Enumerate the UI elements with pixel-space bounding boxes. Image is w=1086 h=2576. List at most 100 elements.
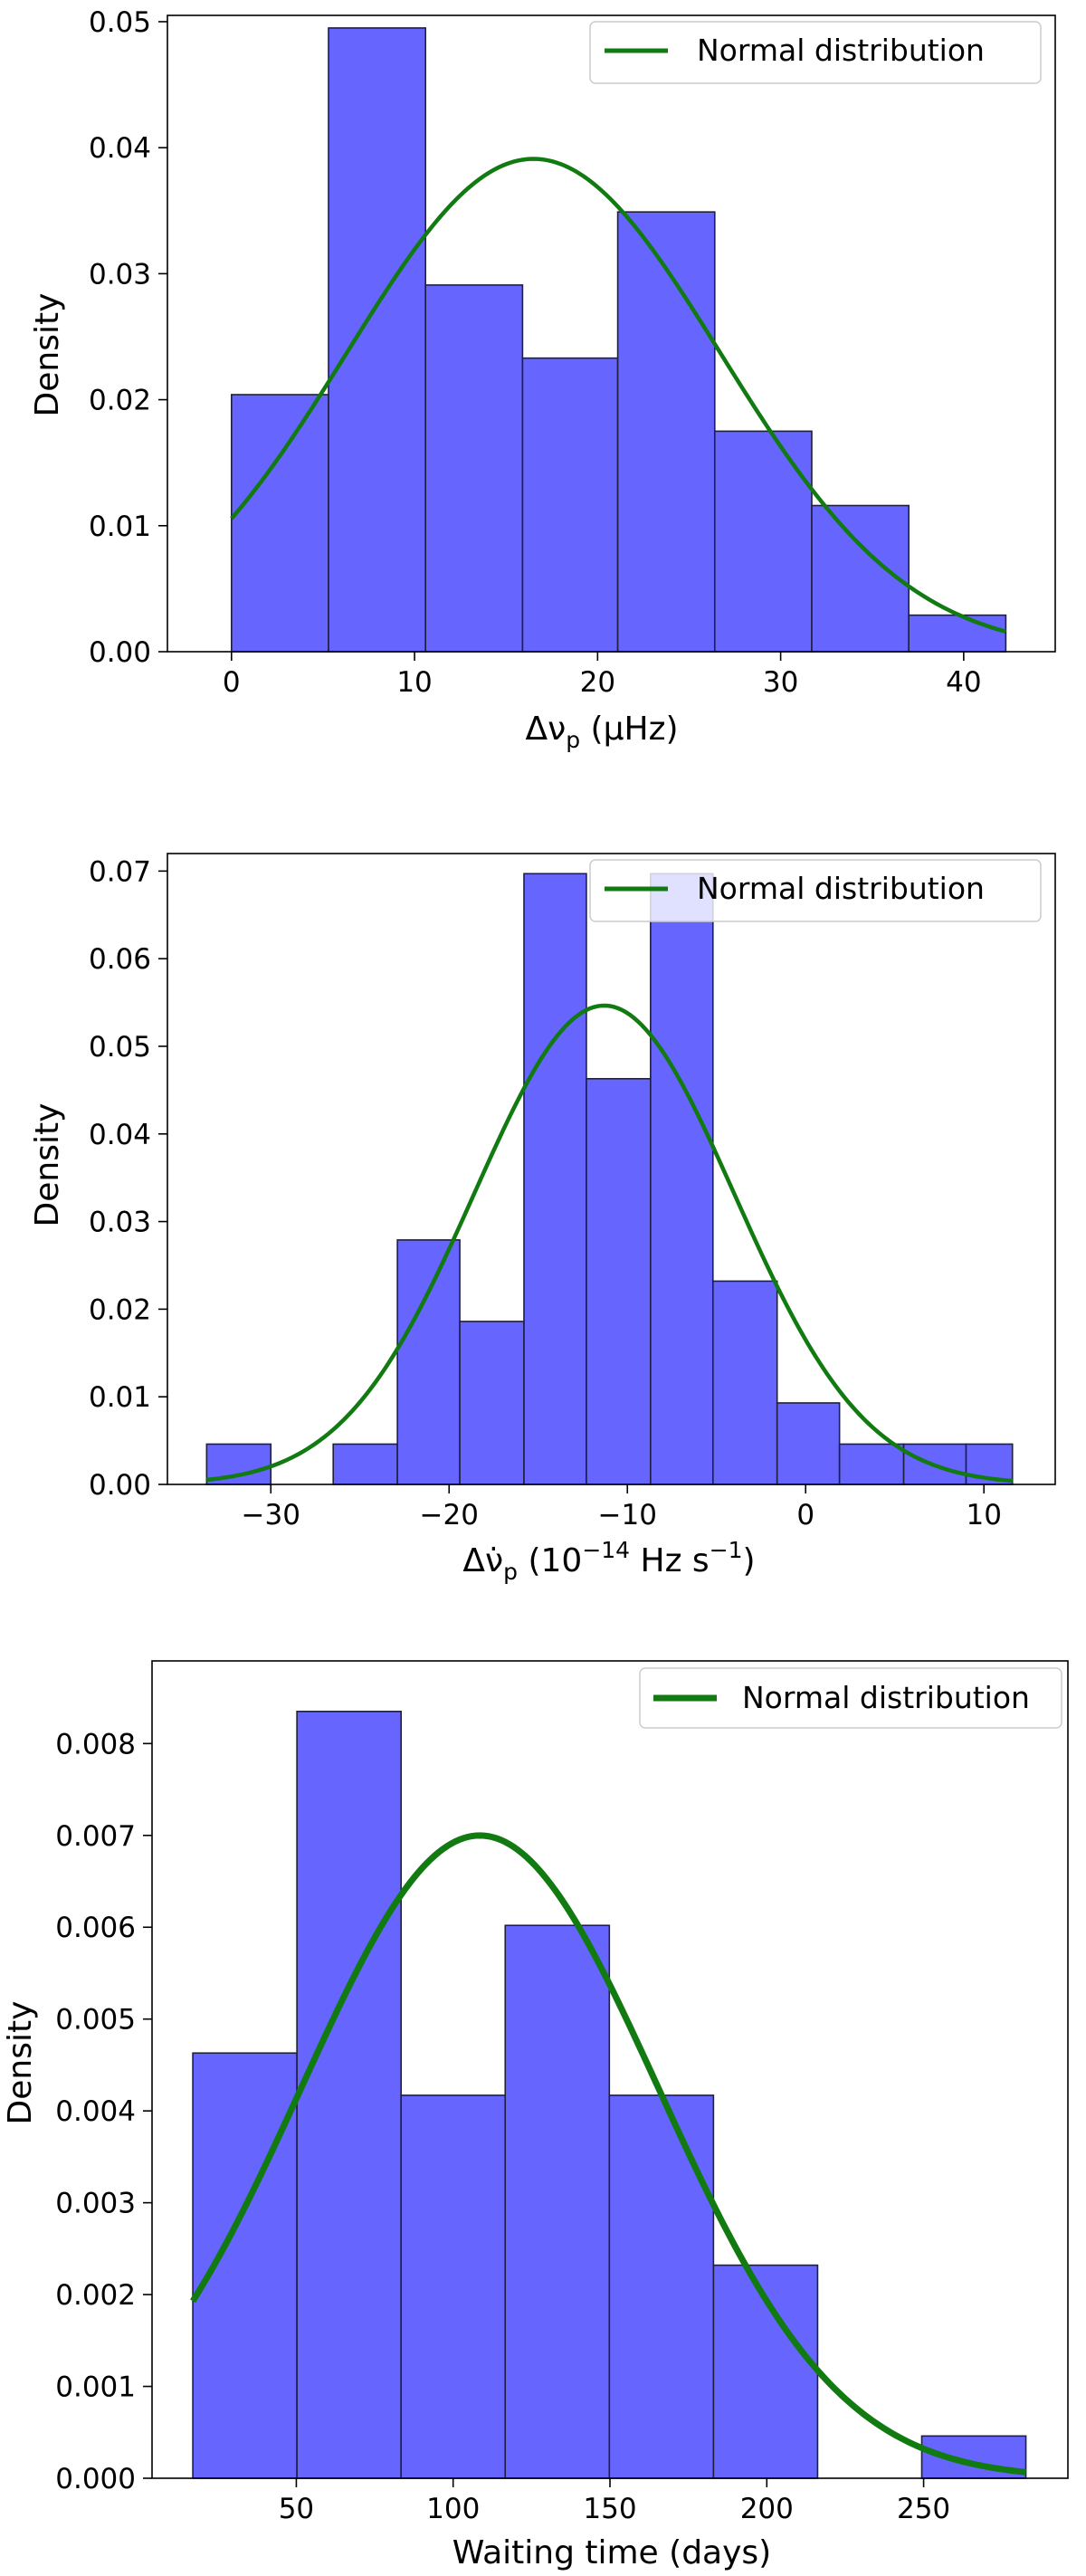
x-axis-label-exponent-2: −1 — [710, 1537, 743, 1563]
histogram-bar — [521, 357, 619, 653]
x-tick-label: 0 — [223, 666, 241, 699]
histogram-panel-delta-nu: 0 10 20 30 40 0.00 0.01 0.02 0.03 0.04 0.05 Δνp (… — [29, 6, 1056, 753]
normal-distribution-curve — [190, 1832, 1026, 2476]
x-tick-label: 50 — [279, 2493, 314, 2525]
histogram-bar — [459, 1321, 525, 1485]
histogram-bar — [396, 1239, 461, 1485]
y-tick-label: 0.007 — [55, 1820, 136, 1853]
y-tick-label: 0.03 — [89, 1207, 151, 1239]
x-tick-label: 150 — [583, 2493, 636, 2525]
y-tick-label: 0.05 — [89, 1031, 151, 1064]
x-axis-label-symbol: Δν — [525, 711, 566, 748]
histogram-bar — [424, 284, 524, 653]
x-tick-label: 100 — [426, 2493, 480, 2525]
y-tick-label: 0.004 — [55, 2095, 136, 2128]
legend-box — [589, 21, 1042, 84]
histogram-bar — [713, 430, 813, 653]
y-tick-label: 0.01 — [89, 510, 151, 543]
y-tick-label: 0.003 — [55, 2188, 136, 2220]
legend: Normal distribution — [639, 1667, 1062, 1729]
x-tick-label: 10 — [396, 666, 432, 699]
x-axis-label-unit-mid: Hz s — [630, 1542, 710, 1579]
legend-box — [589, 859, 1042, 922]
legend-label: Normal distribution — [697, 33, 985, 68]
x-tick-label: −20 — [420, 1499, 479, 1531]
y-axis-label: Density — [2, 2001, 39, 2125]
x-axis-label: Δνp (μHz) — [525, 711, 678, 753]
plot-frame — [167, 853, 1056, 1485]
y-tick-label: 0.07 — [89, 855, 151, 888]
legend-label: Normal distribution — [697, 871, 985, 906]
x-axis-label-unit: (μHz) — [580, 711, 678, 748]
y-tick-label: 0.05 — [89, 6, 151, 39]
y-tick-label: 0.04 — [89, 1119, 151, 1151]
x-axis-ticks: 50 100 150 200 250 — [279, 2478, 950, 2525]
x-axis-ticks: 0 10 20 30 40 — [223, 652, 982, 699]
y-tick-label: 0.04 — [89, 132, 151, 165]
histogram-bar — [332, 1443, 398, 1485]
y-axis-label: Density — [29, 1103, 66, 1227]
histogram-bar — [908, 614, 1007, 653]
x-tick-label: 200 — [740, 2493, 794, 2525]
histogram-bar — [230, 394, 329, 653]
histogram-bar — [711, 1280, 778, 1485]
histogram-bar — [838, 1443, 905, 1485]
x-tick-label: 0 — [796, 1499, 814, 1531]
x-axis-label: Δν̇p (10−14 Hz s−1) — [462, 1537, 755, 1585]
histogram-panel-waiting-time: 50 100 150 200 250 0.000 0.001 0.002 0.003 0.004… — [2, 1660, 1069, 2571]
legend: Normal distribution — [589, 859, 1042, 922]
x-axis-label-symbol: Δν̇ — [462, 1542, 503, 1579]
y-tick-label: 0.03 — [89, 258, 151, 291]
histogram-bars — [205, 873, 1014, 1485]
histogram-bars — [230, 27, 1007, 653]
histogram-bar — [776, 1402, 841, 1485]
legend-box — [639, 1667, 1062, 1729]
x-tick-label: 20 — [580, 666, 615, 699]
y-tick-label: 0.000 — [55, 2463, 136, 2495]
plot-frame — [167, 14, 1056, 653]
y-tick-label: 0.02 — [89, 1293, 151, 1326]
x-tick-label: 250 — [897, 2493, 950, 2525]
histogram-panel-delta-nu-dot: −30 −20 −10 0 10 0.000.010.020.030.040.050.0… — [29, 853, 1056, 1585]
histogram-bar — [616, 211, 716, 653]
y-tick-label: 0.006 — [55, 1912, 136, 1944]
y-tick-label: 0.00 — [89, 636, 151, 669]
x-tick-label: 30 — [763, 666, 798, 699]
y-axis-ticks: 0.000 0.001 0.002 0.003 0.004 0.005 0.006 0.007… — [55, 1728, 152, 2495]
x-axis-label-unit-open: (10 — [518, 1542, 582, 1579]
histogram-bar — [523, 873, 587, 1485]
y-tick-label: 0.06 — [89, 943, 151, 976]
y-tick-label: 0.001 — [55, 2371, 136, 2404]
histogram-bar — [811, 504, 910, 653]
x-axis-label-unit-close: ) — [743, 1542, 756, 1579]
histogram-bar — [400, 2094, 507, 2479]
y-tick-label: 0.005 — [55, 2004, 136, 2037]
x-axis-label-exponent-1: −14 — [582, 1537, 630, 1563]
histogram-bar — [192, 2052, 298, 2479]
histogram-bar — [586, 1077, 652, 1485]
y-tick-label: 0.01 — [89, 1381, 151, 1414]
x-axis-label-subscript: p — [503, 1559, 518, 1585]
histogram-bar — [296, 1711, 402, 2479]
x-tick-label: −30 — [242, 1499, 300, 1531]
y-axis-ticks: 0.00 0.01 0.02 0.03 0.04 0.05 — [89, 6, 167, 669]
histogram-bar — [608, 2094, 715, 2479]
histogram-bar — [504, 1924, 611, 2479]
x-axis-label-subscript: p — [566, 727, 580, 753]
histogram-bar — [328, 27, 426, 653]
legend-label: Normal distribution — [742, 1680, 1030, 1715]
x-tick-label: −10 — [598, 1499, 657, 1531]
legend: Normal distribution — [589, 21, 1042, 84]
normal-distribution-curve — [230, 157, 1006, 634]
x-tick-label: 40 — [946, 666, 981, 699]
y-axis-ticks: 0.00 0.01 0.02 0.03 0.04 0.05 0.06 0.07 — [89, 855, 167, 1502]
y-tick-label: 0.02 — [89, 385, 151, 417]
histogram-bars — [192, 1711, 1027, 2479]
x-axis-label: Waiting time (days) — [452, 2534, 771, 2571]
y-tick-label: 0.00 — [89, 1469, 151, 1502]
normal-distribution-curve — [206, 1003, 1013, 1484]
y-tick-label: 0.008 — [55, 1728, 136, 1760]
histogram-bar — [650, 873, 714, 1485]
y-axis-label: Density — [29, 293, 66, 417]
